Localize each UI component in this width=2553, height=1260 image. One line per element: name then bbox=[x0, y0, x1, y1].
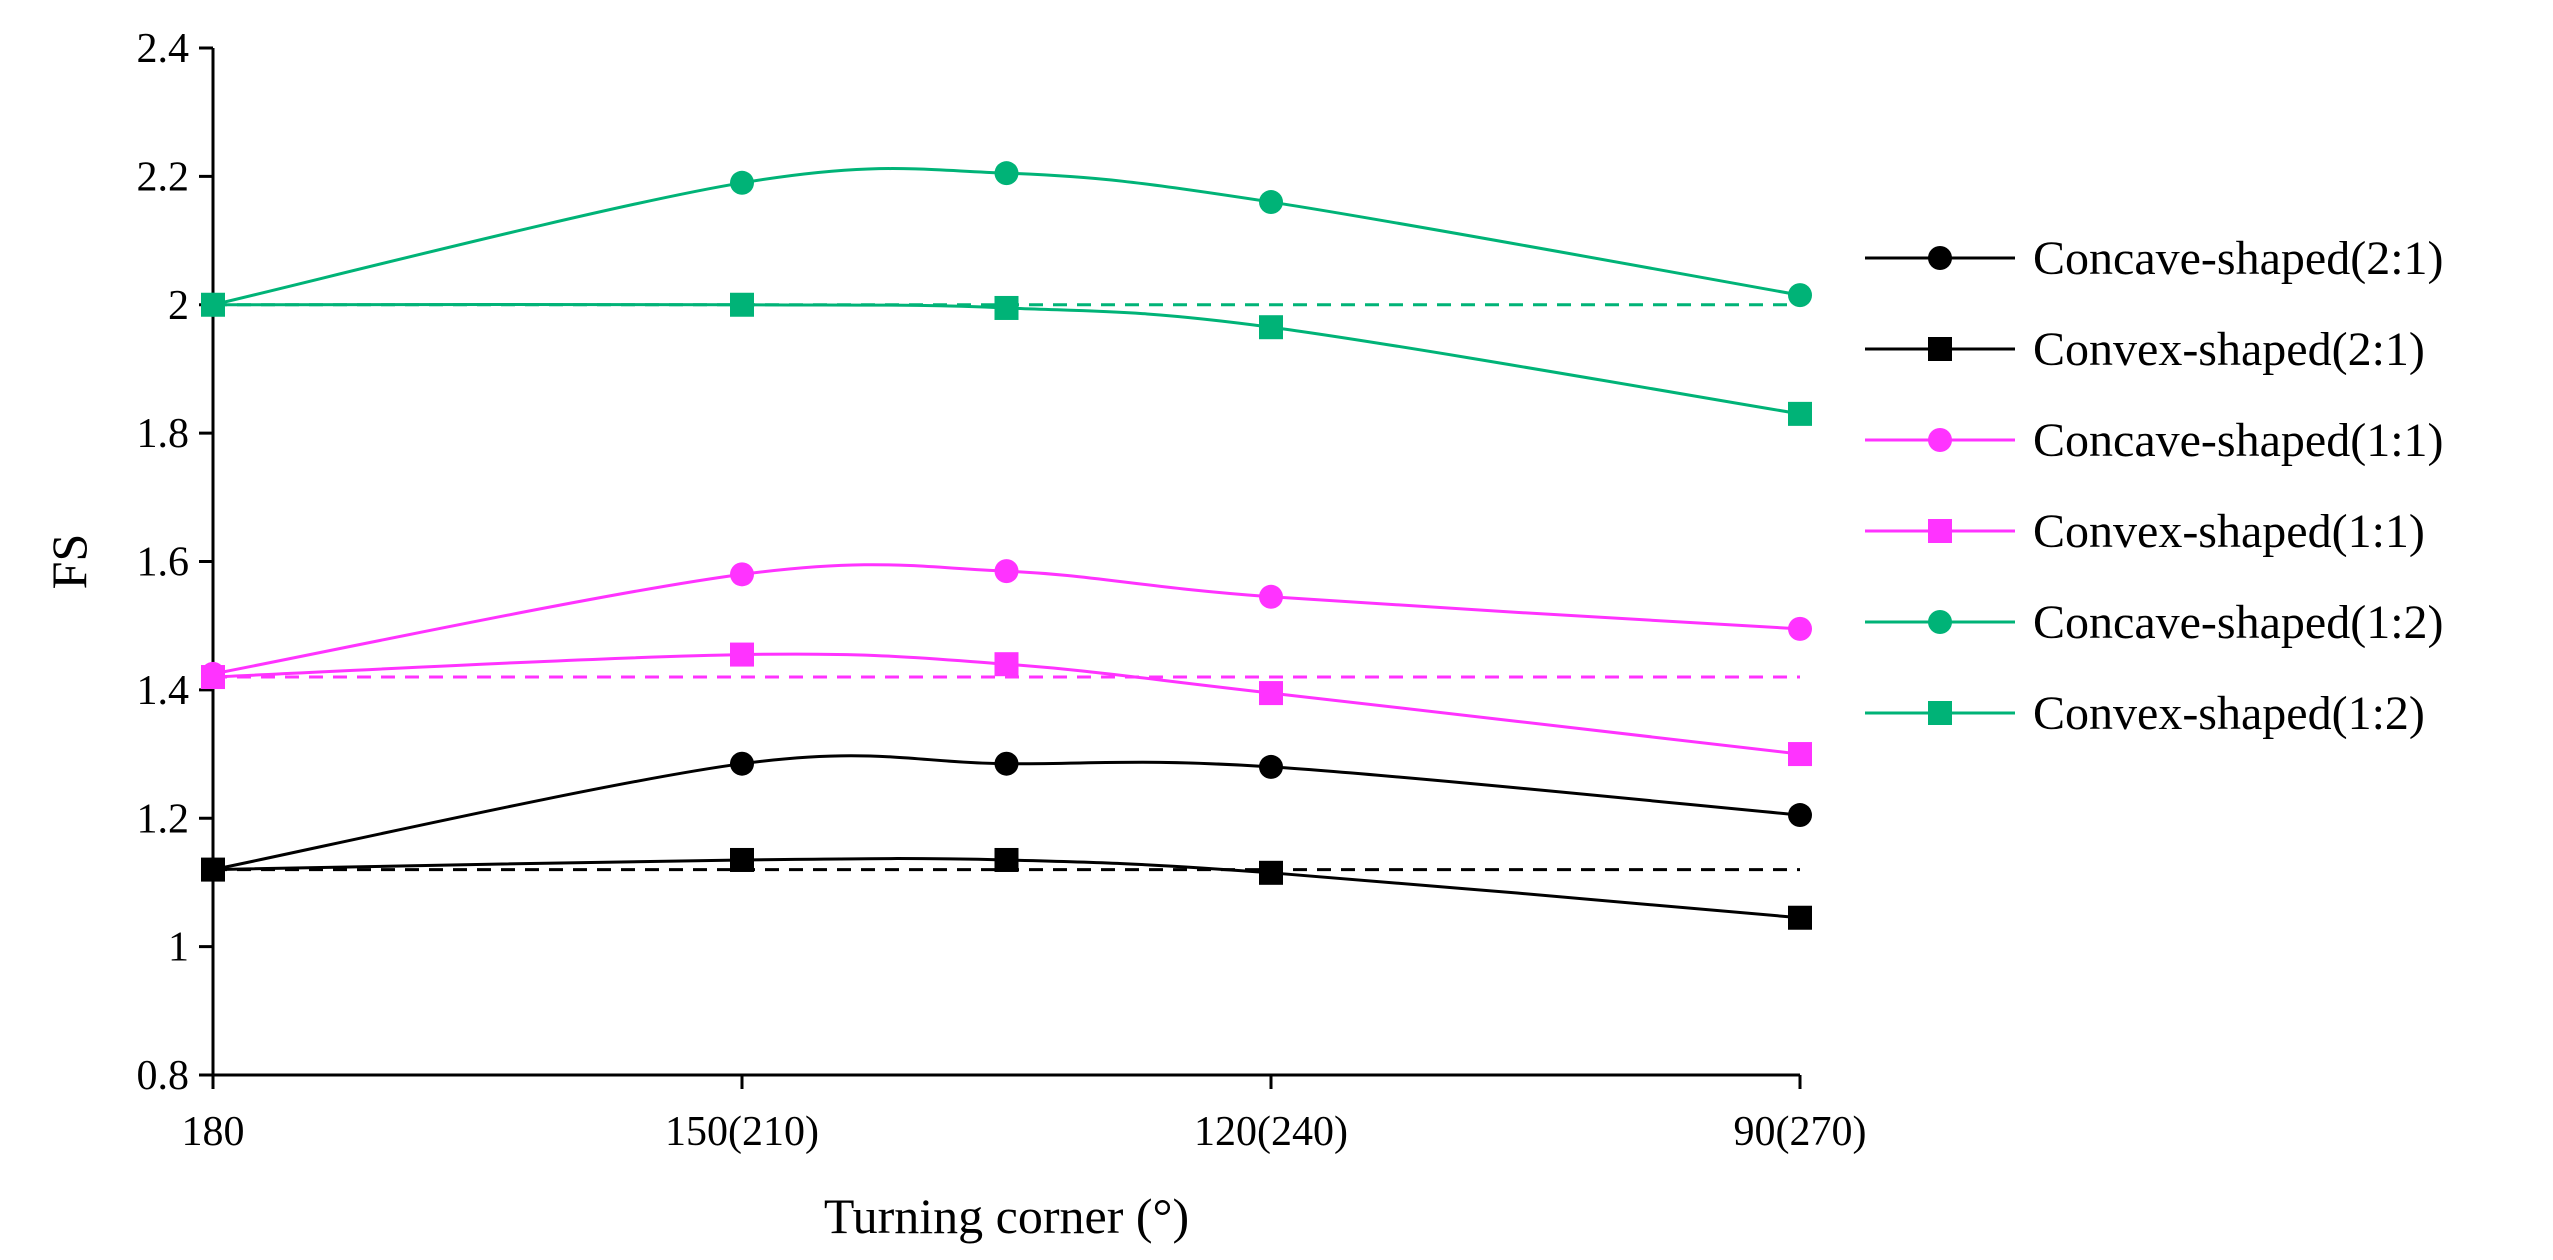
y-tick-label: 1.4 bbox=[137, 668, 190, 714]
legend-marker bbox=[1928, 519, 1952, 543]
series-line-5 bbox=[212, 303, 1801, 416]
series-3-point bbox=[201, 665, 225, 690]
y-tick-label: 2 bbox=[168, 283, 189, 329]
y-ticks: 0.8 1 1.2 1.4 1.6 1.8 2 2.2 2.4 bbox=[137, 26, 213, 1099]
series-2-point bbox=[994, 559, 1019, 584]
y-axis-title: FS bbox=[41, 534, 97, 590]
series-0-point bbox=[1788, 803, 1812, 828]
series-1-point bbox=[201, 857, 225, 882]
series-4-point bbox=[730, 170, 754, 195]
x-tick-label: 120(240) bbox=[1194, 1109, 1348, 1155]
legend: Concave-shaped(2:1) Convex-shaped(2:1) Con… bbox=[1865, 232, 2444, 740]
legend-marker bbox=[1928, 701, 1952, 725]
reference-lines bbox=[213, 303, 1800, 872]
x-tick-label: 150(210) bbox=[665, 1109, 819, 1155]
series-5-point bbox=[994, 295, 1019, 320]
series-1-point bbox=[1259, 860, 1283, 885]
series-5-point bbox=[1788, 401, 1812, 426]
series-4-point bbox=[994, 161, 1019, 186]
y-tick-label: 1.8 bbox=[137, 411, 190, 457]
legend-marker bbox=[1928, 246, 1952, 270]
series-4-point bbox=[1259, 190, 1283, 215]
x-ticks: 180 150(210) 120(240) 90(270) bbox=[182, 1075, 1867, 1155]
legend-label: Convex-shaped(1:2) bbox=[2033, 687, 2425, 740]
x-tick-label: 90(270) bbox=[1734, 1109, 1867, 1155]
series-1-point bbox=[994, 847, 1019, 872]
series-0-point bbox=[994, 751, 1019, 776]
series-5-point bbox=[730, 292, 754, 317]
y-tick-label: 1 bbox=[168, 925, 189, 971]
y-tick-label: 1.2 bbox=[137, 796, 190, 842]
series-1-point bbox=[730, 847, 754, 872]
series-5-point bbox=[1259, 315, 1283, 340]
series-3-point bbox=[994, 652, 1019, 677]
series-3-point bbox=[730, 642, 754, 667]
y-tick-label: 0.8 bbox=[137, 1053, 190, 1099]
series-2-point bbox=[1259, 584, 1283, 609]
y-tick-label: 2.4 bbox=[137, 26, 190, 72]
y-tick-label: 2.2 bbox=[137, 154, 190, 200]
legend-marker bbox=[1928, 610, 1952, 634]
legend-marker bbox=[1928, 428, 1952, 452]
y-tick-label: 1.6 bbox=[137, 540, 190, 586]
series-2-point bbox=[730, 562, 754, 587]
legend-label: Convex-shaped(1:1) bbox=[2033, 505, 2425, 558]
series-line-4 bbox=[212, 167, 1801, 307]
x-axis-title: Turning corner (°) bbox=[824, 1188, 1189, 1244]
series-lines bbox=[212, 167, 1801, 920]
series-1-point bbox=[1788, 905, 1812, 930]
x-tick-label: 180 bbox=[182, 1109, 245, 1155]
series-markers bbox=[201, 161, 1812, 930]
legend-marker bbox=[1928, 337, 1952, 361]
legend-label: Convex-shaped(2:1) bbox=[2033, 323, 2425, 376]
series-5-point bbox=[201, 292, 225, 317]
legend-label: Concave-shaped(2:1) bbox=[2033, 232, 2444, 285]
legend-label: Concave-shaped(1:2) bbox=[2033, 596, 2444, 649]
series-3-point bbox=[1788, 742, 1812, 767]
series-2-point bbox=[1788, 616, 1812, 641]
series-3-point bbox=[1259, 681, 1283, 706]
series-0-point bbox=[730, 751, 754, 776]
series-4-point bbox=[1788, 283, 1812, 308]
legend-label: Concave-shaped(1:1) bbox=[2033, 414, 2444, 467]
series-0-point bbox=[1259, 754, 1283, 779]
